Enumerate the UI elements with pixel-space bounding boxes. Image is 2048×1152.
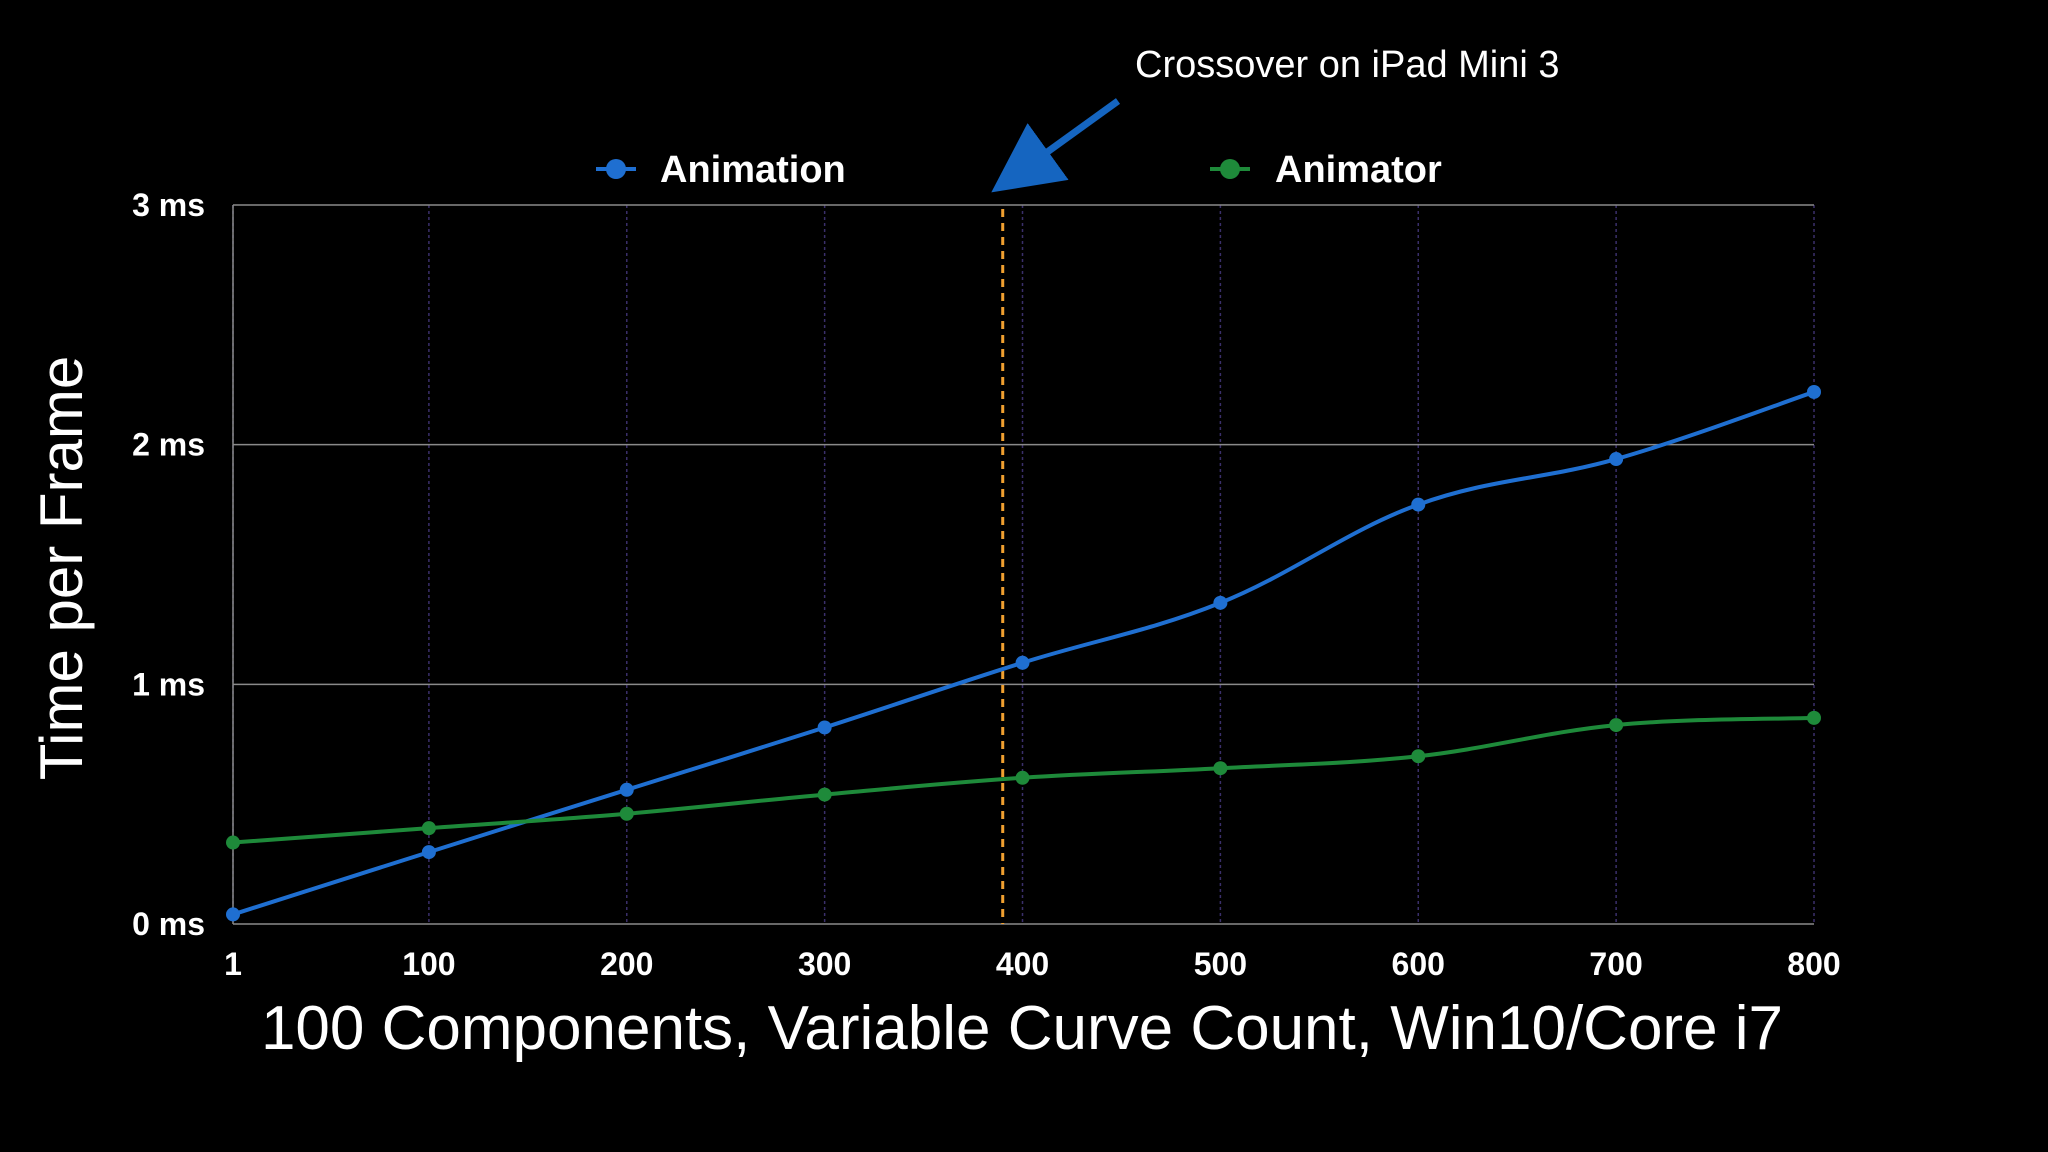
- x-tick-label: 200: [600, 946, 653, 982]
- data-point-animator: [619, 806, 634, 821]
- legend-marker-animator-dot: [1220, 159, 1240, 179]
- data-point-animator: [1411, 749, 1426, 764]
- x-tick-label: 100: [402, 946, 455, 982]
- data-point-animation: [1411, 497, 1426, 512]
- data-point-animation: [1807, 384, 1821, 399]
- legend-label-animator: Animator: [1275, 149, 1442, 191]
- x-tick-label: 600: [1392, 946, 1445, 982]
- legend-marker-animation-dot: [606, 159, 626, 179]
- x-tick-label: 300: [798, 946, 851, 982]
- data-point-animation: [817, 720, 832, 735]
- tick-labels: 1 100 200 300 400 500 600 700 800 0 ms 1 ms 2 ms 3 m…: [132, 187, 1841, 982]
- x-tick-label: 700: [1589, 946, 1642, 982]
- crossover-arrow: [991, 98, 1121, 193]
- y-tick-label: 1 ms: [132, 666, 205, 702]
- data-point-animator: [1015, 770, 1030, 785]
- legend-label-animation: Animation: [660, 149, 846, 191]
- y-axis-label: Time per Frame: [28, 356, 95, 781]
- y-tick-label: 0 ms: [132, 906, 205, 942]
- data-point-animation: [619, 782, 634, 797]
- x-axis-label: 100 Components, Variable Curve Count, Wi…: [261, 994, 1783, 1063]
- data-point-animator: [817, 787, 832, 802]
- data-point-animator: [226, 835, 240, 850]
- grid: [232, 204, 1815, 925]
- data-point-animation: [226, 907, 240, 922]
- data-point-animation: [1213, 595, 1228, 610]
- data-point-animator: [1609, 718, 1624, 733]
- y-tick-label: 3 ms: [132, 187, 205, 223]
- data-point-animation: [1609, 452, 1624, 467]
- data-point-animation: [421, 845, 436, 860]
- x-tick-label: 500: [1194, 946, 1247, 982]
- data-point-animator: [421, 821, 436, 836]
- legend: Animation Animator: [596, 149, 1442, 191]
- x-tick-label: 400: [996, 946, 1049, 982]
- crossover-annotation: Crossover on iPad Mini 3: [1135, 44, 1560, 86]
- y-tick-label: 2 ms: [132, 427, 205, 463]
- x-tick-label: 800: [1787, 946, 1840, 982]
- data-point-animation: [1015, 655, 1030, 670]
- x-tick-label: 1: [224, 946, 242, 982]
- data-point-animator: [1807, 710, 1821, 725]
- data-point-animator: [1213, 761, 1228, 776]
- series-layer: [226, 384, 1821, 922]
